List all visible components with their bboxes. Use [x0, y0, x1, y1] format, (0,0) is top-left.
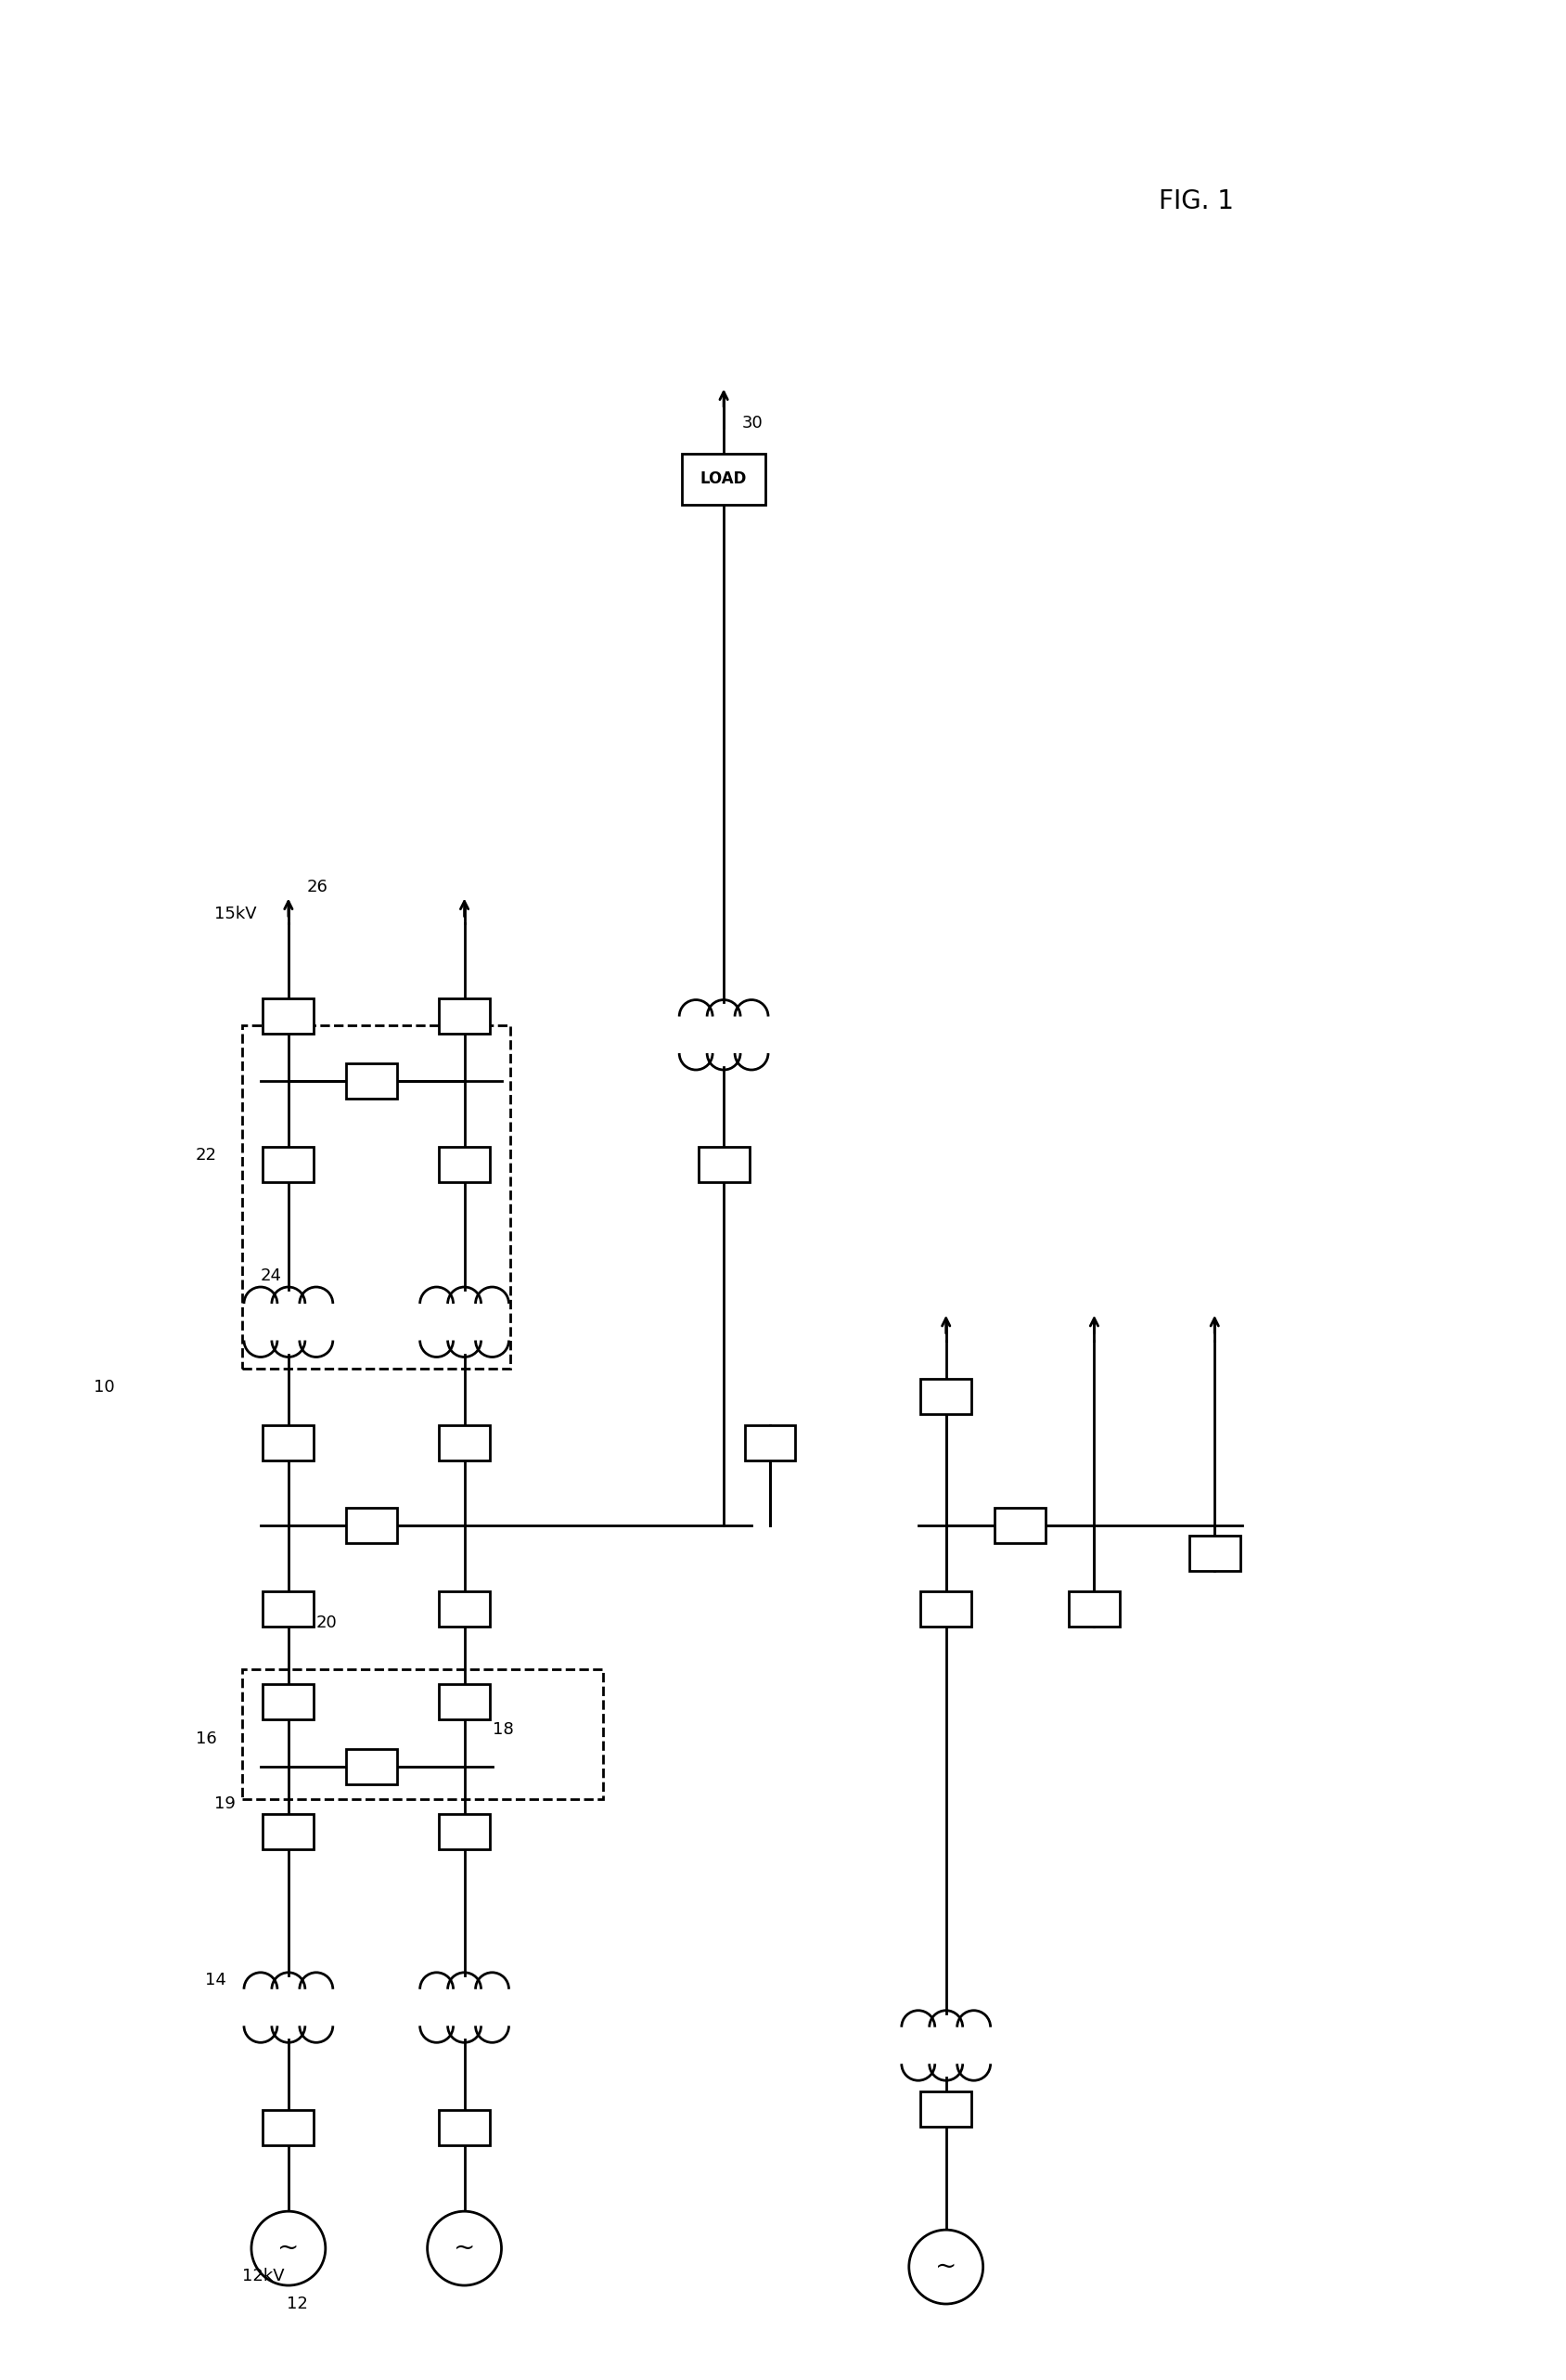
Bar: [263, 1685, 313, 1718]
Text: 12: 12: [287, 2297, 309, 2313]
Text: LOAD: LOAD: [700, 471, 747, 488]
Bar: [921, 2092, 971, 2128]
Bar: [438, 1147, 490, 1183]
Text: 15kV: 15kV: [215, 907, 257, 923]
Bar: [243, 1026, 511, 1368]
Bar: [1189, 1535, 1240, 1571]
Bar: [263, 1147, 313, 1183]
Bar: [683, 455, 766, 505]
Text: 12kV: 12kV: [243, 2268, 285, 2285]
Bar: [263, 1426, 313, 1459]
Text: 18: 18: [492, 1721, 514, 1737]
Circle shape: [428, 2211, 501, 2285]
Bar: [698, 1147, 749, 1183]
Bar: [438, 1814, 490, 1849]
Bar: [346, 1064, 398, 1100]
Bar: [263, 1814, 313, 1849]
Text: 22: 22: [196, 1147, 218, 1164]
Bar: [921, 1378, 971, 1414]
Text: 30: 30: [742, 414, 763, 431]
Text: ~: ~: [454, 2235, 474, 2261]
Text: ~: ~: [935, 2254, 957, 2280]
Circle shape: [252, 2211, 326, 2285]
Circle shape: [908, 2230, 983, 2304]
Bar: [744, 1426, 796, 1459]
Bar: [438, 2111, 490, 2144]
Bar: [1068, 1592, 1120, 1628]
Bar: [346, 1749, 398, 1785]
Text: FIG. 1: FIG. 1: [1159, 188, 1234, 214]
Bar: [263, 2111, 313, 2144]
Text: 16: 16: [196, 1730, 218, 1747]
Bar: [994, 1509, 1046, 1542]
Bar: [438, 1592, 490, 1628]
Bar: [438, 1426, 490, 1459]
Bar: [346, 1509, 398, 1542]
Text: 10: 10: [94, 1378, 114, 1395]
Bar: [263, 1592, 313, 1628]
Bar: [921, 1592, 971, 1628]
Text: 24: 24: [260, 1266, 282, 1285]
Text: 14: 14: [205, 1971, 226, 1987]
Text: ~: ~: [277, 2235, 299, 2261]
Bar: [243, 1668, 603, 1799]
Bar: [263, 1000, 313, 1033]
Text: 20: 20: [316, 1614, 337, 1630]
Bar: [438, 1000, 490, 1033]
Text: 26: 26: [307, 878, 329, 895]
Text: 19: 19: [215, 1795, 235, 1811]
Bar: [438, 1685, 490, 1718]
